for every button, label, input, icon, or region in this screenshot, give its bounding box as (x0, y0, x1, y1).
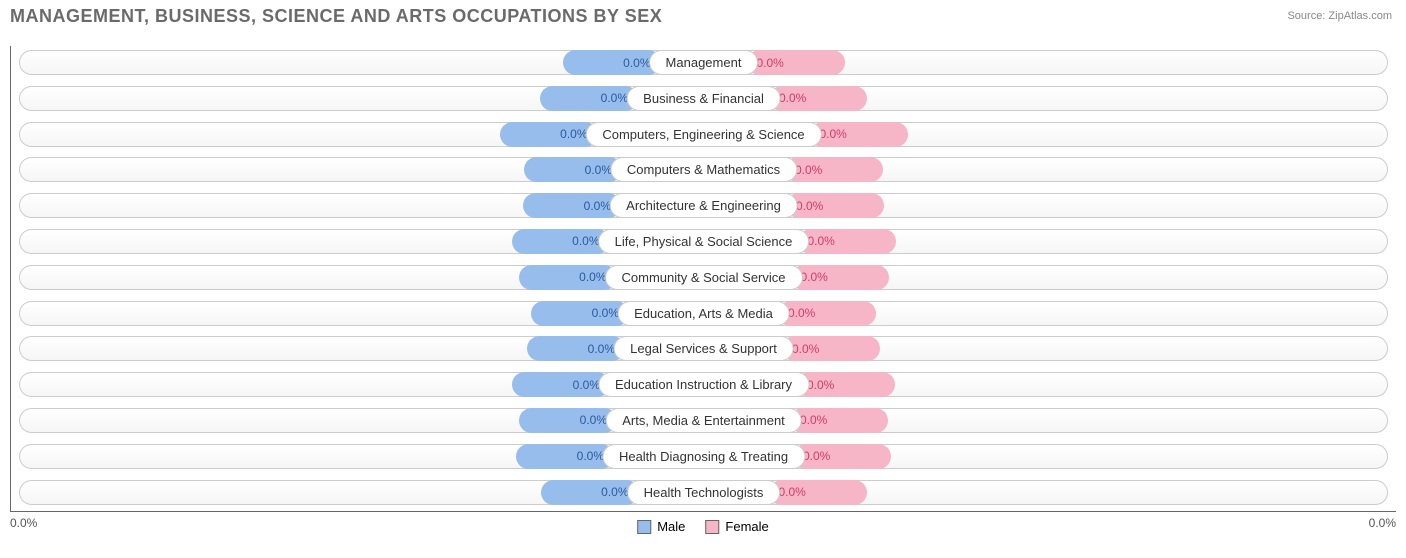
female-bar: 0.0% (790, 408, 888, 433)
chart-row: Community & Social Service0.0% 0.0% (11, 261, 1396, 297)
category-label: Education Instruction & Library (598, 372, 809, 397)
category-label: Computers & Mathematics (610, 157, 797, 182)
female-bar: 0.0% (769, 86, 867, 111)
legend-item-male: Male (637, 519, 685, 534)
category-label: Management (649, 50, 759, 75)
chart-row: Health Diagnosing & Treating0.0% 0.0% (11, 440, 1396, 476)
female-bar: 0.0% (798, 229, 896, 254)
chart-row: Computers, Engineering & Science0.0% 0.0% (11, 118, 1396, 154)
chart-title: MANAGEMENT, BUSINESS, SCIENCE AND ARTS O… (10, 6, 662, 27)
x-axis-tick-left: 0.0% (10, 516, 37, 530)
male-bar: 0.0% (531, 301, 629, 326)
source-attribution: Source: ZipAtlas.com (1287, 10, 1392, 22)
category-label: Legal Services & Support (613, 336, 794, 361)
male-bar: 0.0% (500, 122, 598, 147)
category-label: Business & Financial (626, 86, 781, 111)
female-bar: 0.0% (785, 157, 883, 182)
chart-row: Health Technologists0.0% 0.0% (11, 476, 1396, 512)
legend-label-female: Female (725, 519, 768, 534)
category-label: Life, Physical & Social Science (598, 229, 810, 254)
female-bar: 0.0% (747, 50, 845, 75)
male-bar: 0.0% (523, 193, 621, 218)
male-bar: 0.0% (519, 408, 617, 433)
female-bar: 0.0% (797, 372, 895, 397)
category-label: Architecture & Engineering (609, 193, 798, 218)
female-bar: 0.0% (810, 122, 908, 147)
male-bar: 0.0% (540, 86, 638, 111)
male-bar: 0.0% (512, 229, 610, 254)
male-bar: 0.0% (524, 157, 622, 182)
category-label: Education, Arts & Media (617, 301, 790, 326)
chart-row: Education Instruction & Library0.0% 0.0% (11, 368, 1396, 404)
male-bar: 0.0% (563, 50, 661, 75)
female-bar: 0.0% (782, 336, 880, 361)
male-bar: 0.0% (516, 444, 614, 469)
category-label: Health Technologists (627, 480, 781, 505)
female-bar: 0.0% (769, 480, 867, 505)
male-bar: 0.0% (541, 480, 639, 505)
chart-row: Life, Physical & Social Science0.0% 0.0% (11, 225, 1396, 261)
chart-row: Education, Arts & Media0.0% 0.0% (11, 297, 1396, 333)
legend-swatch-male (637, 520, 651, 534)
chart-row: Architecture & Engineering0.0% 0.0% (11, 189, 1396, 225)
legend-swatch-female (705, 520, 719, 534)
male-bar: 0.0% (512, 372, 610, 397)
legend: Male Female (637, 519, 769, 534)
category-label: Arts, Media & Entertainment (605, 408, 802, 433)
category-label: Community & Social Service (605, 265, 803, 290)
male-bar: 0.0% (519, 265, 617, 290)
chart-row: Business & Financial0.0% 0.0% (11, 82, 1396, 118)
category-label: Computers, Engineering & Science (585, 122, 821, 147)
chart-row: Management0.0% 0.0% (11, 46, 1396, 82)
female-bar: 0.0% (786, 193, 884, 218)
chart-row: Arts, Media & Entertainment0.0% 0.0% (11, 404, 1396, 440)
female-bar: 0.0% (793, 444, 891, 469)
x-axis-tick-right: 0.0% (1369, 516, 1396, 530)
female-bar: 0.0% (778, 301, 876, 326)
legend-label-male: Male (657, 519, 685, 534)
female-bar: 0.0% (791, 265, 889, 290)
chart-row: Computers & Mathematics0.0% 0.0% (11, 153, 1396, 189)
chart-plot-area: Management0.0%0.0%Business & Financial0.… (10, 46, 1396, 512)
category-label: Health Diagnosing & Treating (602, 444, 805, 469)
chart-row: Legal Services & Support0.0% 0.0% (11, 332, 1396, 368)
legend-item-female: Female (705, 519, 768, 534)
male-bar: 0.0% (527, 336, 625, 361)
